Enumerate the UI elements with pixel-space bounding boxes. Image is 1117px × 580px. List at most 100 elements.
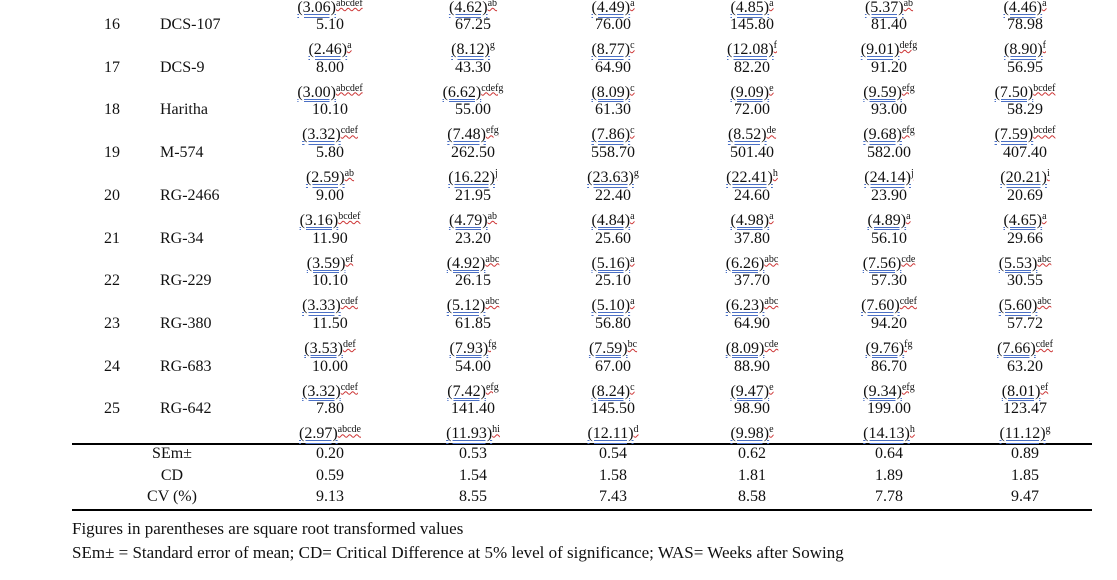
genotype-name: RG-380 xyxy=(160,314,212,332)
significance-letters: abc xyxy=(485,296,500,308)
transformed-value: (5.12)abc xyxy=(447,293,500,315)
significance-letters: abc xyxy=(1037,296,1052,308)
transformed-number: (3.32) xyxy=(302,382,341,400)
significance-letters: abc xyxy=(764,296,779,308)
transformed-number: (8.09) xyxy=(725,339,765,357)
cell-value: 63.20 xyxy=(1007,357,1043,375)
transformed-value: (9.34)efg xyxy=(863,379,914,401)
transformed-value: (8.52)de xyxy=(728,122,776,144)
significance-letters: cdef xyxy=(899,296,917,308)
transformed-number: (3.32) xyxy=(302,126,341,144)
transformed-number: (5.37) xyxy=(864,0,904,16)
transformed-number: (12.11) xyxy=(587,425,634,443)
significance-letters: cdefg xyxy=(481,82,504,94)
cell-value: 67.25 xyxy=(455,16,491,33)
significance-letters: h xyxy=(772,168,778,180)
significance-letters: a xyxy=(769,210,774,222)
transformed-value: (8.09)c xyxy=(591,80,634,102)
transformed-value: (2.46)a xyxy=(308,37,351,59)
row-number: 24 xyxy=(104,357,120,375)
transformed-number: (5.10) xyxy=(591,297,631,315)
significance-letters: cdef xyxy=(340,125,358,137)
transformed-value: (3.33)cdef xyxy=(302,293,358,315)
significance-letters: f xyxy=(773,40,777,51)
stat-value: 1.58 xyxy=(599,466,627,484)
transformed-number: (16.22) xyxy=(448,169,495,187)
transformed-value: (7.86)c xyxy=(591,122,634,144)
transformed-value: (7.48)efg xyxy=(447,122,498,144)
significance-letters: efg xyxy=(901,381,915,393)
cell-value: 10.00 xyxy=(312,357,348,375)
transformed-value: (23.63)g xyxy=(587,165,639,187)
stat-label: CD xyxy=(160,466,184,484)
cell-value: 10.10 xyxy=(312,101,348,119)
transformed-number: (3.06) xyxy=(297,0,336,16)
cell-value: 24.60 xyxy=(734,186,770,204)
transformed-value: (3.53)def xyxy=(304,336,355,358)
footnote: Figures in parentheses are square root t… xyxy=(72,519,464,538)
significance-letters: efg xyxy=(485,125,499,137)
significance-letters: ab xyxy=(487,0,498,9)
transformed-value: (4.49)a xyxy=(591,0,634,17)
significance-letters: g xyxy=(489,40,495,51)
transformed-number: (7.66) xyxy=(997,339,1036,357)
significance-letters: abcdef xyxy=(336,0,363,9)
stat-value: 1.54 xyxy=(459,466,487,484)
row-number: 18 xyxy=(104,101,120,119)
significance-letters: abc xyxy=(485,253,500,265)
transformed-number: (8.90) xyxy=(1004,41,1043,58)
significance-letters: a xyxy=(906,210,911,222)
significance-letters: e xyxy=(769,82,774,94)
transformed-number: (11.93) xyxy=(446,425,493,443)
significance-letters: bc xyxy=(627,338,638,350)
cell-value: 30.55 xyxy=(1007,272,1043,290)
significance-letters: d xyxy=(633,424,639,436)
transformed-value: (4.46)a xyxy=(1003,0,1046,17)
transformed-number: (22.41) xyxy=(726,169,773,187)
stat-value: 0.62 xyxy=(738,445,766,462)
cell-value: 26.15 xyxy=(455,272,491,290)
transformed-number: (4.62) xyxy=(448,0,488,16)
row-number: 17 xyxy=(104,58,120,76)
cell-value: 64.90 xyxy=(595,58,631,76)
transformed-value: (7.56)cde xyxy=(863,251,916,273)
significance-letters: a xyxy=(630,253,635,265)
transformed-value: (5.53)abc xyxy=(999,251,1052,273)
row-number: 23 xyxy=(104,314,120,332)
significance-letters: abc xyxy=(1037,253,1052,265)
transformed-number: (4.98) xyxy=(730,211,770,229)
transformed-number: (4.92) xyxy=(446,254,486,272)
cell-value: 61.85 xyxy=(455,314,491,332)
transformed-value: (5.10)a xyxy=(591,293,634,315)
cell-value: 262.50 xyxy=(451,144,495,162)
significance-letters: cde xyxy=(764,338,779,350)
transformed-value: (7.42)efg xyxy=(447,379,498,401)
significance-letters: a xyxy=(769,0,774,9)
transformed-value: (6.62)cdefg xyxy=(443,80,504,102)
transformed-number: (4.84) xyxy=(591,211,631,229)
significance-letters: g xyxy=(633,168,639,180)
stat-value: 9.13 xyxy=(316,488,344,505)
cell-value: 37.80 xyxy=(734,229,770,247)
significance-letters: ef xyxy=(345,253,354,265)
significance-letters: efg xyxy=(901,82,915,94)
significance-letters: a xyxy=(630,0,635,9)
transformed-value: (4.62)ab xyxy=(449,0,497,17)
transformed-value: (2.97)abcde xyxy=(299,421,361,443)
cell-value: 58.29 xyxy=(1007,101,1043,119)
significance-letters: j xyxy=(910,168,914,180)
transformed-value: (3.32)cdef xyxy=(302,379,358,401)
transformed-number: (3.59) xyxy=(306,254,346,272)
transformed-number: (7.59) xyxy=(994,126,1034,144)
transformed-number: (9.01) xyxy=(860,41,900,58)
cell-value: 61.30 xyxy=(595,101,631,119)
transformed-value: (12.08)f xyxy=(727,37,777,59)
stat-value: 0.54 xyxy=(599,445,627,462)
significance-letters: ab xyxy=(344,168,355,180)
cell-value: 25.10 xyxy=(595,272,631,290)
cell-value: 141.40 xyxy=(451,400,495,418)
stat-value: 0.20 xyxy=(316,445,344,462)
cell-value: 5.80 xyxy=(316,144,344,162)
transformed-number: (5.60) xyxy=(998,297,1038,315)
footnote: SEm± = Standard error of mean; CD= Criti… xyxy=(72,543,844,562)
